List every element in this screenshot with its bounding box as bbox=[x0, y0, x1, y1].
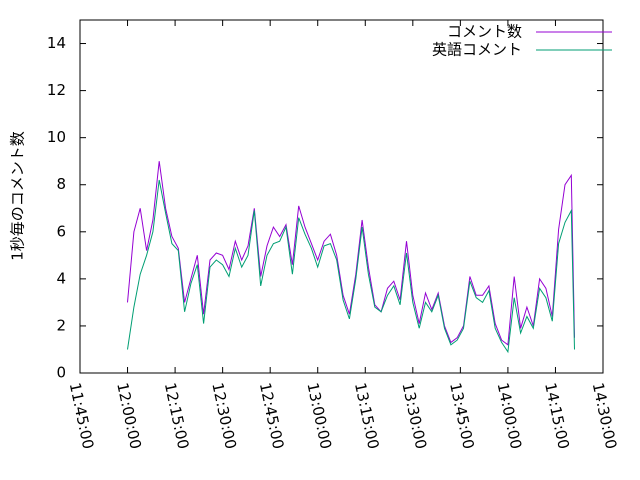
x-tick-label: 14:30:00 bbox=[589, 381, 621, 451]
x-tick-label: 14:15:00 bbox=[541, 381, 573, 451]
x-tick-label: 11:45:00 bbox=[66, 381, 98, 451]
y-tick-label: 0 bbox=[56, 364, 66, 382]
y-tick-label: 2 bbox=[56, 316, 66, 334]
x-tick-label: 12:00:00 bbox=[113, 381, 145, 451]
x-tick-label: 13:30:00 bbox=[399, 381, 431, 451]
x-tick-label: 14:00:00 bbox=[494, 381, 526, 451]
x-tick-label: 12:30:00 bbox=[208, 381, 240, 451]
x-tick-label: 13:45:00 bbox=[446, 381, 478, 451]
y-tick-label: 10 bbox=[47, 128, 66, 146]
plot-frame bbox=[79, 19, 604, 374]
series-line bbox=[127, 179, 575, 354]
x-tick-label: 13:15:00 bbox=[351, 381, 383, 451]
y-tick-label: 4 bbox=[56, 269, 66, 287]
y-tick-label: 12 bbox=[47, 81, 66, 99]
x-tick-label: 12:45:00 bbox=[256, 381, 288, 451]
y-tick-label: 14 bbox=[47, 34, 66, 52]
y-tick-label: 6 bbox=[56, 222, 66, 240]
x-tick-label: 12:15:00 bbox=[161, 381, 193, 451]
x-tick-label: 13:00:00 bbox=[303, 381, 335, 451]
y-tick-label: 8 bbox=[56, 175, 66, 193]
legend-label: 英語コメント bbox=[432, 41, 522, 59]
series-line bbox=[127, 161, 575, 346]
legend-label: コメント数 bbox=[447, 23, 522, 41]
y-axis-label: 1秒毎のコメント数 bbox=[9, 131, 27, 261]
